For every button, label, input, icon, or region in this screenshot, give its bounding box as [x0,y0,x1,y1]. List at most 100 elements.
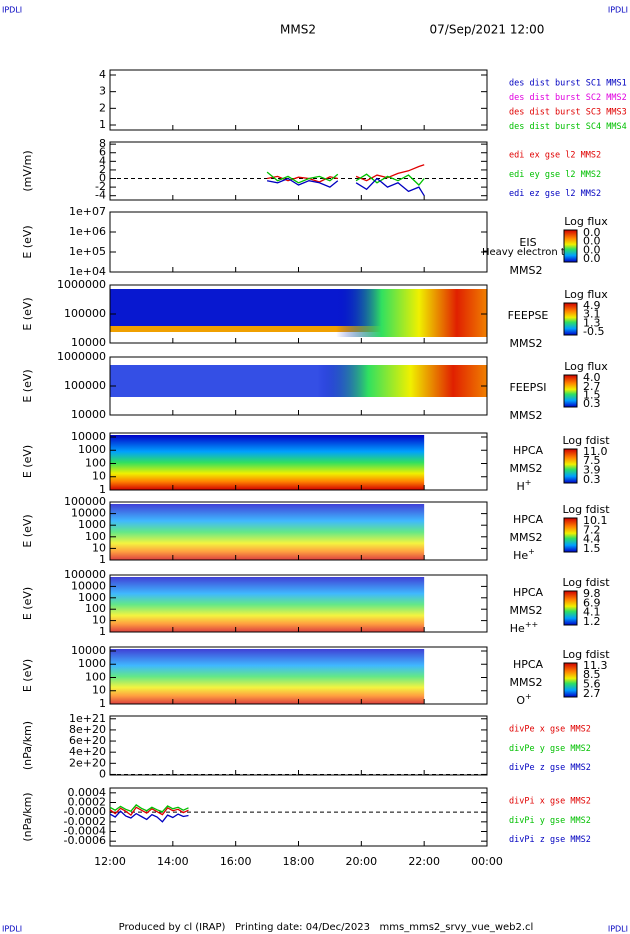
legend-entry: divPe y gse MMS2 [509,744,591,754]
spectrogram-image [110,649,425,704]
instrument-label: HPCA [513,586,544,599]
y-tick-label: 2 [99,101,106,114]
y-tick-label: 10 [92,684,106,697]
y-tick-label: 1e+07 [69,205,106,218]
y-tick-label: -0.0002 [64,815,106,828]
y-axis-label: E (eV) [21,297,34,330]
colorbar-tick-label: 1.2 [583,615,601,628]
y-tick-label: 1e+04 [69,265,106,278]
species-ion: He [513,549,528,562]
colorbar-tick-label: 0.3 [583,397,601,410]
panel-frame [109,141,488,201]
species-ion: H [517,480,525,493]
colorbar-tick-label: 4.4 [583,533,601,546]
y-tick-label: 2e+20 [69,756,106,769]
y-tick-label: 10 [92,541,106,554]
colorbar-tick-label: 9.8 [583,587,601,600]
legend-entry: des dist burst SC2 MMS2 [509,93,627,103]
spacecraft-label: MMS2 [510,462,543,475]
spacecraft-label: MMS2 [510,531,543,544]
y-tick-label: 1e+21 [69,712,106,725]
y-tick-label: 10 [92,470,106,483]
species-charge: ++ [525,620,538,629]
y-tick-label: 1000000 [57,350,106,363]
species-label: He++ [510,620,538,636]
spacecraft-label: MMS2 [510,409,543,422]
y-tick-label: 1000000 [57,278,106,291]
spectrogram-image [110,365,487,397]
y-tick-label: -0.0006 [64,834,106,847]
y-tick-label: 2 [99,163,106,176]
y-tick-label: 1 [99,625,106,638]
title: MMS2 [280,23,316,37]
colorbar [563,229,578,263]
y-tick-label: 10000 [71,336,106,349]
colorbar-tick-label: 0.3 [583,473,601,486]
colorbar-tick-label: 7.2 [583,523,601,536]
instrument-label: HPCA [513,444,544,457]
legend-entry: edi ex gse l2 MMS2 [509,151,601,161]
colorbar-tick-label: 0.0 [583,226,601,239]
legend-entry: divPe x gse MMS2 [509,725,591,735]
y-axis-label: E (eV) [21,659,34,692]
series-line [266,177,425,197]
colorbar-tick-label: 2.7 [583,687,601,700]
y-axis-label: E (eV) [21,225,34,258]
y-tick-label: 1 [99,118,106,131]
species-charge: + [525,478,532,487]
colorbar-title: Log fdist [562,648,610,661]
colorbar-tick-label: 1.5 [583,389,601,402]
colorbar-title: Log fdist [562,576,610,589]
legend-entry: edi ez gse l2 MMS2 [509,189,601,199]
footer: Produced by cl (IRAP) Printing date: 04/… [119,922,534,933]
colorbar [563,302,578,336]
y-tick-label: 100 [85,602,106,615]
legend-entry: divPi y gse MMS2 [509,816,591,826]
spectrum-heat [336,289,487,337]
series-line [109,806,189,817]
colorbar-tick-label: 10.1 [583,514,608,527]
y-tick-label: 4e+20 [69,745,106,758]
spectrogram-image [110,435,425,490]
y-tick-label: 1000 [78,518,106,531]
spectrum-fill [110,649,425,704]
legend-entry: des dist burst SC4 MMS4 [509,122,627,132]
instrument-label: HPCA [513,513,544,526]
colorbar [563,517,578,553]
y-tick-label: 0 [99,767,106,780]
y-tick-label: 6e+20 [69,734,106,747]
date: 07/Sep/2021 12:00 [430,23,545,37]
y-axis-label: (nPa/km) [21,721,34,770]
y-tick-label: -0.0004 [64,825,106,838]
y-tick-label: 100000 [64,379,106,392]
panel-frame [109,69,488,131]
spectrogram-image [110,504,425,560]
colorbar-tick-label: 4.1 [583,606,601,619]
legend-entry: divPe z gse MMS2 [509,763,591,773]
series-line [266,171,425,186]
y-tick-label: 4 [99,154,106,167]
colorbar-title: Log flux [564,215,608,228]
y-axis-label: (nPa/km) [21,792,34,841]
y-tick-label: 100 [85,530,106,543]
y-tick-label: 100 [85,670,106,683]
colorbar-tick-label: -0.5 [583,325,604,338]
species-charge: + [528,547,535,556]
colorbar-tick-label: 8.5 [583,668,601,681]
colorbar-tick-label: 1.3 [583,316,601,329]
note-label: Heavy electron to [482,247,571,258]
colorbar-tick-label: 0.0 [583,252,601,265]
legend-entry: des dist burst SC3 MMS3 [509,108,627,118]
y-tick-label: 1 [99,483,106,496]
series-line [266,164,425,183]
y-axis-label: E (eV) [21,514,34,547]
y-tick-label: 8 [99,137,106,150]
y-tick-label: 100000 [64,568,106,581]
spacecraft-label: MMS2 [510,264,543,277]
instrument-label: EIS [519,236,536,249]
y-tick-label: 1e+05 [69,245,106,258]
species-label: O+ [516,692,531,708]
colorbar-tick-label: 11.3 [583,659,608,672]
spectrum-fill [110,504,425,560]
